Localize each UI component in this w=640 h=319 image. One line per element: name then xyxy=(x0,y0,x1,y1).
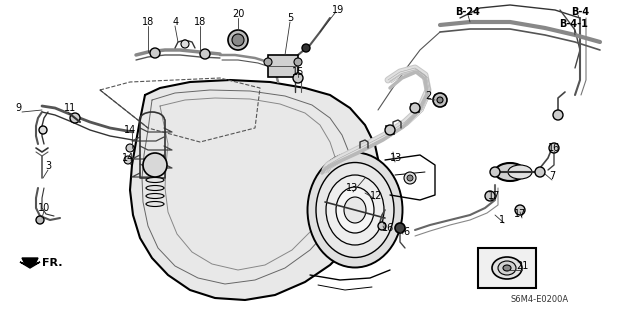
Text: B-4: B-4 xyxy=(571,7,589,17)
Text: B-4-1: B-4-1 xyxy=(559,19,588,29)
Circle shape xyxy=(150,48,160,58)
Ellipse shape xyxy=(316,162,394,257)
Ellipse shape xyxy=(498,261,516,275)
Circle shape xyxy=(410,103,420,113)
Text: 4: 4 xyxy=(173,17,179,27)
Circle shape xyxy=(228,30,248,50)
Text: 10: 10 xyxy=(38,203,50,213)
Text: 6: 6 xyxy=(403,227,409,237)
Circle shape xyxy=(181,40,189,48)
Circle shape xyxy=(553,110,563,120)
Circle shape xyxy=(490,167,500,177)
Text: 20: 20 xyxy=(232,9,244,19)
Ellipse shape xyxy=(336,187,374,233)
Circle shape xyxy=(302,44,310,52)
Circle shape xyxy=(433,93,447,107)
Text: 11: 11 xyxy=(64,103,76,113)
Text: 9: 9 xyxy=(15,103,21,113)
Text: B-24: B-24 xyxy=(456,7,481,17)
Circle shape xyxy=(549,143,559,153)
Circle shape xyxy=(143,153,167,177)
Circle shape xyxy=(437,97,443,103)
Text: 18: 18 xyxy=(142,17,154,27)
Text: 2: 2 xyxy=(425,91,431,101)
Text: 1: 1 xyxy=(499,215,505,225)
Text: 5: 5 xyxy=(287,13,293,23)
Ellipse shape xyxy=(146,186,164,190)
Text: 17: 17 xyxy=(488,191,500,201)
Circle shape xyxy=(232,34,244,46)
Ellipse shape xyxy=(495,163,525,181)
Text: 21: 21 xyxy=(516,261,528,271)
Polygon shape xyxy=(20,258,40,268)
Text: 13: 13 xyxy=(390,153,402,163)
Circle shape xyxy=(485,191,495,201)
Text: 15: 15 xyxy=(292,67,304,77)
Text: FR.: FR. xyxy=(42,258,62,268)
Text: 16: 16 xyxy=(548,143,560,153)
Text: 19: 19 xyxy=(332,5,344,15)
Circle shape xyxy=(294,58,302,66)
Ellipse shape xyxy=(503,265,511,271)
Circle shape xyxy=(407,175,413,181)
Text: 13: 13 xyxy=(346,183,358,193)
Circle shape xyxy=(36,216,44,224)
Ellipse shape xyxy=(146,177,164,182)
Polygon shape xyxy=(130,80,380,300)
Text: 14: 14 xyxy=(124,125,136,135)
Text: 14: 14 xyxy=(122,153,134,163)
Ellipse shape xyxy=(146,202,164,206)
Text: S6M4-E0200A: S6M4-E0200A xyxy=(511,295,569,305)
Ellipse shape xyxy=(326,175,384,245)
Circle shape xyxy=(124,156,132,164)
Circle shape xyxy=(200,49,210,59)
Circle shape xyxy=(385,125,395,135)
Ellipse shape xyxy=(146,194,164,198)
Circle shape xyxy=(293,73,303,83)
Text: 17: 17 xyxy=(514,209,526,219)
Ellipse shape xyxy=(307,152,403,268)
Circle shape xyxy=(404,172,416,184)
Text: 7: 7 xyxy=(549,171,555,181)
Circle shape xyxy=(70,113,80,123)
Text: 18: 18 xyxy=(194,17,206,27)
Text: 12: 12 xyxy=(370,191,382,201)
Circle shape xyxy=(39,126,47,134)
Circle shape xyxy=(264,58,272,66)
Bar xyxy=(478,248,536,288)
Circle shape xyxy=(378,222,386,230)
Text: 3: 3 xyxy=(45,161,51,171)
Ellipse shape xyxy=(344,197,366,223)
Circle shape xyxy=(395,223,405,233)
Text: 16: 16 xyxy=(382,223,394,233)
Ellipse shape xyxy=(492,257,522,279)
Circle shape xyxy=(535,167,545,177)
Circle shape xyxy=(126,144,134,152)
Bar xyxy=(268,55,298,77)
Circle shape xyxy=(515,205,525,215)
Ellipse shape xyxy=(508,165,532,179)
